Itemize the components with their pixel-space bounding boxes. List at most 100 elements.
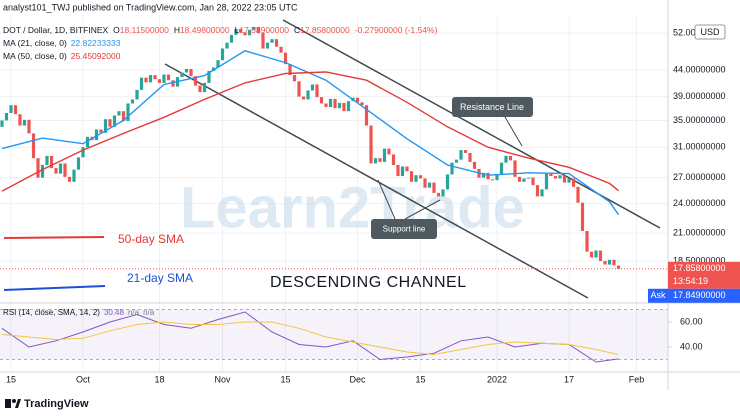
candle-body	[337, 102, 342, 109]
price-plot	[0, 26, 668, 363]
watermark: Learn2Trade	[180, 175, 525, 240]
rsi-line	[1, 321, 619, 356]
candle-body	[387, 148, 391, 155]
axes: 52.0000000044.0000000039.0000000035.0000…	[6, 28, 740, 384]
candle-body	[247, 29, 252, 36]
candle-body	[81, 147, 85, 158]
sma21-legend-line	[3, 285, 106, 291]
candle-body	[18, 114, 22, 126]
candle-body	[121, 111, 126, 122]
candle-body	[504, 155, 508, 163]
candle-body	[382, 148, 387, 162]
candle-body	[139, 77, 144, 90]
y-tick-label: 35.00000000	[673, 115, 726, 125]
y-tick-label: 18.50000000	[673, 255, 726, 265]
candle-body	[36, 158, 40, 178]
candle-body	[576, 186, 580, 203]
candle-body	[472, 161, 477, 169]
candle-body	[49, 155, 54, 169]
sma21-label: 21-day SMA	[127, 271, 193, 285]
candle-body	[58, 163, 63, 174]
rsi-tick-label: 60.00	[680, 316, 703, 326]
moving-average	[1, 71, 619, 192]
candle-body	[490, 179, 495, 181]
candle-body	[126, 103, 130, 122]
candle-body	[198, 85, 202, 93]
candle-body	[211, 67, 216, 71]
ohlc-key: L	[235, 25, 240, 35]
symbol: DOT / Dollar, 1D, BITFINEX	[3, 25, 109, 35]
candle-body	[580, 202, 585, 231]
y-tick-label: 24.00000000	[673, 198, 726, 208]
candle-body	[229, 34, 234, 43]
candle-body	[369, 125, 373, 164]
candle-body	[184, 68, 189, 73]
candle-body	[130, 99, 135, 104]
x-tick-label: 15	[280, 374, 290, 384]
candle-body	[562, 175, 567, 183]
candle-body	[0, 120, 4, 127]
candle-body	[31, 133, 36, 159]
candle-body	[436, 192, 441, 197]
candle-body	[400, 166, 405, 177]
candle-body	[526, 177, 531, 179]
sma50-legend-line	[3, 236, 105, 239]
candle-body	[391, 154, 396, 165]
candle-body	[180, 72, 184, 78]
ma-legend-name: MA (21, close, 0)	[3, 38, 67, 48]
candle-body	[135, 89, 139, 100]
candle-body	[567, 178, 571, 183]
y-tick-label: 27.00000000	[673, 172, 726, 182]
ma-legend-name: MA (50, close, 0)	[3, 51, 67, 61]
x-tick-label: 17	[564, 374, 574, 384]
header: analyst101_TWJ published on TradingView.…	[3, 2, 298, 12]
candle-body	[270, 39, 274, 43]
moving-average	[1, 50, 620, 216]
x-tick-label: Nov	[214, 374, 231, 384]
last-price-tag	[668, 261, 740, 289]
rsi-tick-label: 40.00	[680, 341, 703, 351]
candle-body	[99, 129, 103, 133]
candle-body	[40, 164, 45, 178]
candle-body	[94, 129, 99, 141]
rsi-band	[0, 309, 668, 360]
candle-body	[571, 178, 576, 187]
candle-body	[607, 259, 612, 265]
candle-body	[189, 68, 193, 77]
footer-brand: TradingView	[24, 398, 89, 410]
candle-body	[463, 150, 468, 153]
candle-body	[445, 174, 450, 190]
candle-body	[292, 75, 297, 82]
candle-body	[306, 90, 310, 100]
candle-body	[549, 173, 553, 177]
annotation-arrow	[404, 199, 441, 220]
y-tick-label: 39.00000000	[673, 91, 726, 101]
candle-body	[162, 74, 166, 83]
y-tick-label: 31.00000000	[673, 142, 726, 152]
ma-legend-value: 25.45092000	[71, 51, 121, 61]
candle-body	[256, 26, 261, 34]
candle-body	[364, 105, 369, 126]
candle-body	[67, 176, 72, 182]
logo	[12, 399, 16, 403]
currency: USD	[700, 27, 720, 37]
rsi-band	[0, 309, 668, 360]
candle-body	[166, 74, 171, 81]
candle-body	[171, 80, 175, 87]
candle-body	[495, 174, 499, 181]
candle-body	[508, 155, 513, 161]
candle-body	[76, 157, 81, 170]
logo	[5, 399, 11, 408]
candle-body	[450, 162, 454, 175]
candle-body	[616, 265, 621, 269]
candle-body	[301, 96, 306, 100]
x-tick-label: 15	[6, 374, 16, 384]
candle-body	[558, 175, 562, 179]
annotation-arrow	[377, 179, 396, 220]
candle-body	[4, 113, 9, 121]
candle-body	[45, 155, 49, 165]
change: -0.27900000 (-1.54%)	[355, 25, 438, 35]
candle-body	[396, 164, 400, 177]
support-label: Support line	[383, 225, 426, 234]
candle-body	[22, 119, 27, 126]
